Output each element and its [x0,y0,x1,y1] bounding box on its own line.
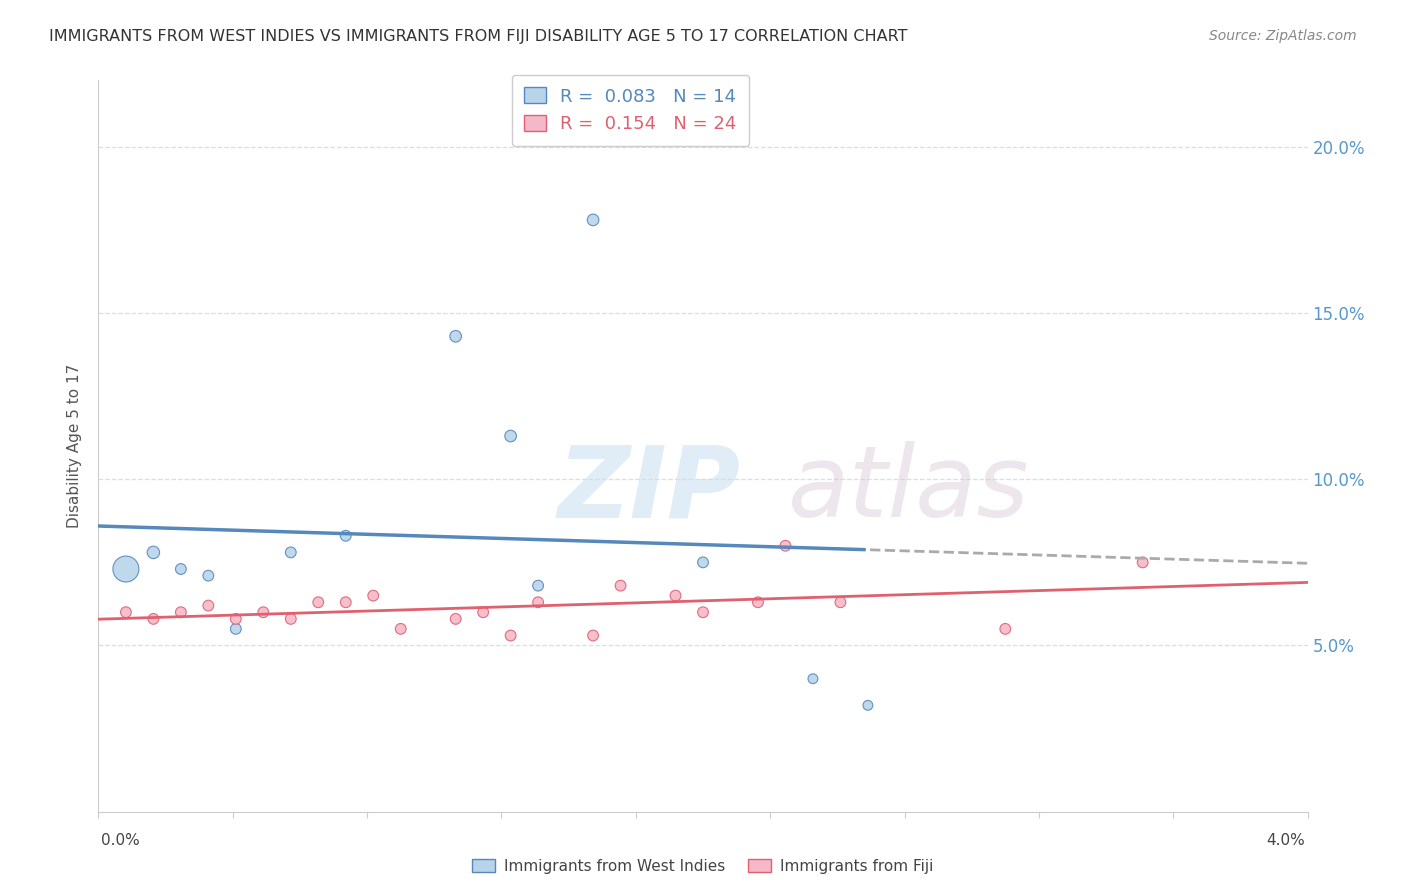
Point [775,539,797,553]
Point [280,612,302,626]
Point [664,589,686,603]
Point [335,529,357,543]
Point [361,589,384,603]
Point [1132,555,1154,569]
Text: IMMIGRANTS FROM WEST INDIES VS IMMIGRANTS FROM FIJI DISABILITY AGE 5 TO 17 CORRE: IMMIGRANTS FROM WEST INDIES VS IMMIGRANT… [49,29,908,45]
Point [335,595,357,609]
Text: atlas: atlas [787,442,1029,539]
Point [307,595,329,609]
Point [444,612,467,626]
Point [747,595,769,609]
Legend: R =  0.083   N = 14, R =  0.154   N = 24: R = 0.083 N = 14, R = 0.154 N = 24 [512,75,749,145]
Text: 0.0%: 0.0% [101,833,141,847]
Point [994,622,1017,636]
Y-axis label: Disability Age 5 to 17: Disability Age 5 to 17 [67,364,83,528]
Point [692,555,714,569]
Point [225,622,247,636]
Point [499,628,522,642]
Point [197,599,219,613]
Point [142,612,165,626]
Legend: Immigrants from West Indies, Immigrants from Fiji: Immigrants from West Indies, Immigrants … [465,853,941,880]
Point [609,579,631,593]
Point [499,429,522,443]
Point [472,605,495,619]
Point [527,595,550,609]
Text: Source: ZipAtlas.com: Source: ZipAtlas.com [1209,29,1357,44]
Text: 4.0%: 4.0% [1265,833,1305,847]
Point [170,562,193,576]
Point [225,612,247,626]
Text: ZIP: ZIP [558,442,741,539]
Point [115,605,138,619]
Point [527,579,550,593]
Point [582,628,605,642]
Point [830,595,852,609]
Point [252,605,274,619]
Point [444,329,467,343]
Point [692,605,714,619]
Point [142,545,165,559]
Point [856,698,879,713]
Point [115,562,138,576]
Point [801,672,824,686]
Point [170,605,193,619]
Point [389,622,412,636]
Point [582,213,605,227]
Point [280,545,302,559]
Point [197,568,219,582]
